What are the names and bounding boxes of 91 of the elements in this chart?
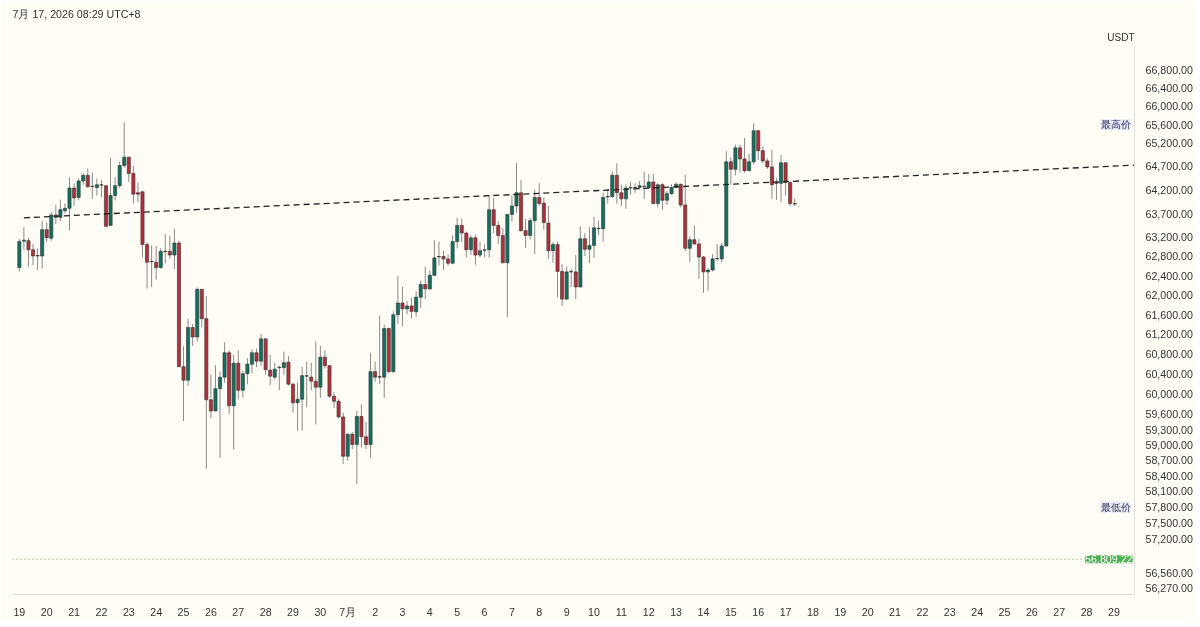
y-tick-label: 58,700.00 [1145, 454, 1193, 467]
x-tick-label: 22 [95, 605, 108, 618]
annotation: 最低价 [1100, 501, 1131, 513]
x-tick-label: 15 [724, 605, 737, 618]
candlestick [154, 245, 159, 281]
candlestick [742, 137, 747, 174]
y-tick-label: 66,800.00 [1145, 64, 1193, 77]
candlestick [304, 361, 309, 408]
x-tick-label: 9 [563, 605, 570, 618]
x-tick-label: 4 [426, 605, 433, 618]
candlestick [277, 365, 282, 391]
x-tick-label: 27 [232, 605, 245, 618]
y-tick-label: 56,270.00 [1145, 582, 1193, 595]
y-tick-label: 58,100.00 [1145, 485, 1193, 498]
candlestick [473, 233, 478, 266]
candlestick [149, 244, 154, 288]
x-tick-label: 12 [642, 605, 655, 618]
y-tick-label: 64,200.00 [1145, 183, 1193, 196]
y-tick-label: 57,500.00 [1145, 516, 1193, 529]
x-tick-label: 21 [68, 605, 81, 618]
y-tick-label: 62,800.00 [1145, 250, 1193, 263]
y-tick-label: 57,200.00 [1145, 532, 1193, 545]
x-tick-label: 29 [287, 605, 299, 618]
x-tick-label: 13 [670, 605, 683, 618]
x-tick-label: 18 [807, 605, 819, 618]
candlestick [309, 362, 314, 391]
y-tick-label: 59,300.00 [1145, 423, 1193, 436]
y-tick-label: 58,400.00 [1145, 469, 1193, 482]
y-tick-label: 65,600.00 [1145, 118, 1193, 131]
x-tick-label: 28 [259, 605, 272, 618]
x-tick-label: 24 [971, 605, 984, 618]
y-tick-label: 65,200.00 [1145, 137, 1193, 150]
y-tick-label: 57,800.00 [1145, 501, 1193, 514]
x-tick-label: 8 [536, 605, 543, 618]
y-tick-label: 56,560.00 [1145, 566, 1193, 579]
y-tick-label: 60,400.00 [1145, 368, 1193, 381]
x-tick-label: 3 [399, 605, 406, 618]
x-tick-label: 26 [204, 605, 217, 618]
ref-line-label: 56,809.22 [1085, 553, 1133, 566]
x-tick-label: 29 [1108, 605, 1120, 618]
y-tick-label: 64,700.00 [1145, 160, 1193, 173]
x-tick-label: 7 [508, 605, 515, 618]
candlestick [359, 403, 364, 449]
y-tick-label: 63,700.00 [1145, 207, 1193, 220]
x-tick-label: 20 [861, 605, 874, 618]
y-tick-label: 62,000.00 [1145, 289, 1193, 302]
y-tick-label: 60,800.00 [1145, 348, 1193, 361]
x-tick-label: 23 [122, 605, 135, 618]
x-tick-label: 14 [697, 605, 710, 618]
candlestick [94, 178, 99, 197]
candlestick [409, 297, 414, 320]
candlestick [268, 354, 273, 386]
x-tick-label: 5 [454, 605, 461, 618]
x-tick-label: 25 [998, 605, 1011, 618]
x-tick-label: 24 [150, 605, 163, 618]
candlestick [377, 315, 382, 385]
y-tick-label: 61,200.00 [1145, 328, 1193, 341]
x-tick-label: 7月 [339, 605, 357, 618]
y-tick-label: 63,200.00 [1145, 231, 1193, 244]
y-axis-title: USDT [1107, 31, 1135, 43]
x-tick-label: 6 [481, 605, 488, 618]
candlestick [67, 176, 72, 231]
y-tick-label: 59,000.00 [1145, 438, 1193, 451]
x-tick-label: 10 [588, 605, 601, 618]
candlestick [660, 182, 665, 211]
y-tick-label: 62,400.00 [1145, 269, 1193, 282]
x-tick-label: 2 [372, 605, 379, 618]
candlestick [400, 286, 405, 327]
x-tick-label: 25 [177, 605, 190, 618]
y-tick-label: 61,600.00 [1145, 308, 1193, 321]
y-tick-label: 66,400.00 [1145, 82, 1193, 95]
x-tick-label: 20 [40, 605, 53, 618]
x-tick-label: 21 [889, 605, 902, 618]
y-tick-label: 66,000.00 [1145, 100, 1193, 113]
x-tick-label: 28 [1080, 605, 1093, 618]
x-tick-label: 11 [615, 605, 627, 618]
candlestick [90, 172, 95, 200]
x-tick-label: 19 [834, 605, 847, 618]
annotation: 最高价 [1100, 119, 1131, 131]
x-tick-label: 17 [779, 605, 792, 618]
y-tick-label: 59,600.00 [1145, 408, 1193, 421]
candlestick [58, 199, 63, 222]
x-tick-label: 26 [1025, 605, 1038, 618]
x-tick-label: 22 [916, 605, 929, 618]
x-tick-label: 19 [13, 605, 26, 618]
x-tick-label: 23 [943, 605, 956, 618]
chart-title: 7月 17, 2026 08:29 UTC+8 [12, 7, 141, 20]
y-tick-label: 60,000.00 [1145, 388, 1193, 401]
x-tick-label: 16 [752, 605, 765, 618]
x-tick-label: 30 [314, 605, 327, 618]
x-tick-label: 27 [1053, 605, 1066, 618]
